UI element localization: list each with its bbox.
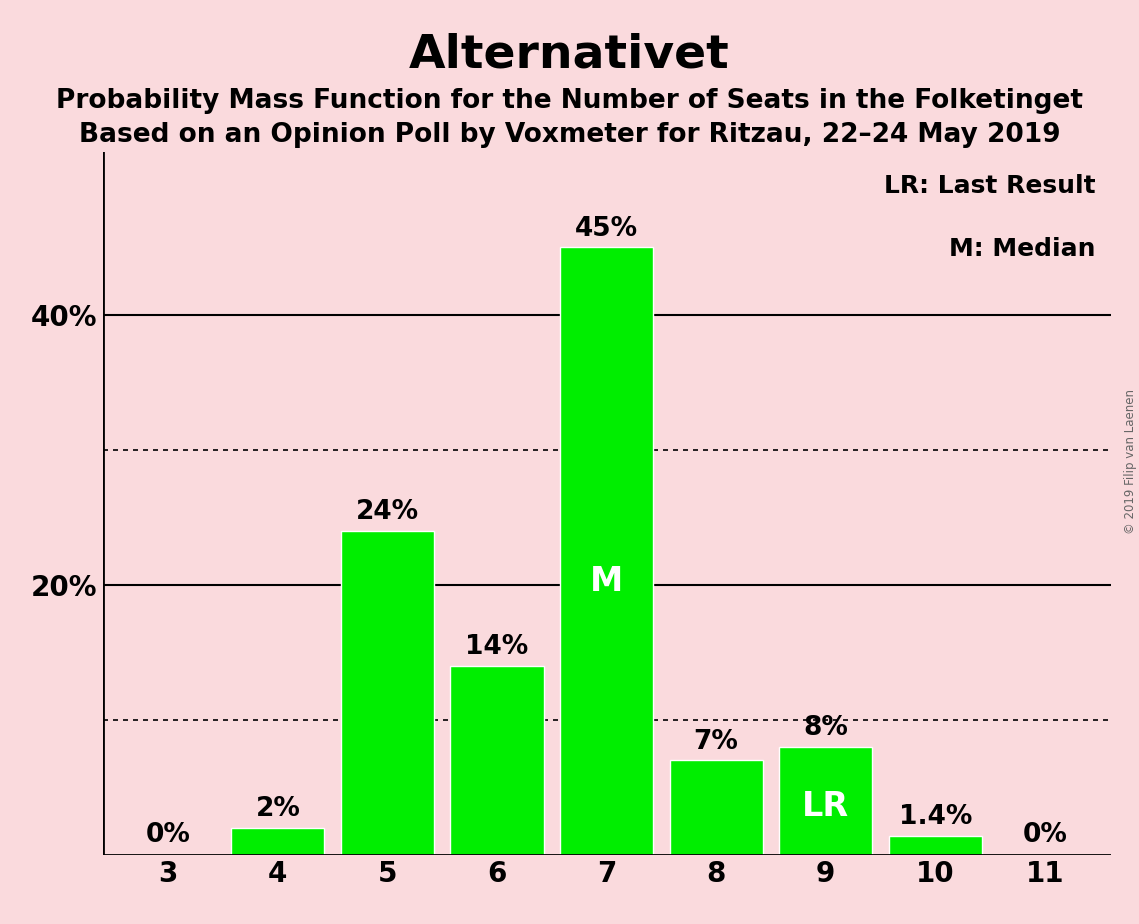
Text: 7%: 7% <box>694 729 738 755</box>
Bar <box>888 836 982 855</box>
Text: 24%: 24% <box>355 499 419 525</box>
Text: 0%: 0% <box>1023 822 1067 848</box>
Text: © 2019 Filip van Laenen: © 2019 Filip van Laenen <box>1124 390 1137 534</box>
Text: LR: Last Result: LR: Last Result <box>884 174 1096 198</box>
Bar <box>560 247 653 855</box>
Text: 14%: 14% <box>466 634 528 661</box>
Text: M: M <box>590 565 623 598</box>
Bar <box>341 530 434 855</box>
Text: 8%: 8% <box>803 715 849 741</box>
Text: Alternativet: Alternativet <box>409 32 730 78</box>
Text: 1.4%: 1.4% <box>899 805 972 831</box>
Text: M: Median: M: Median <box>949 237 1096 261</box>
Text: 0%: 0% <box>146 822 190 848</box>
Text: Based on an Opinion Poll by Voxmeter for Ritzau, 22–24 May 2019: Based on an Opinion Poll by Voxmeter for… <box>79 122 1060 148</box>
Bar <box>779 747 872 855</box>
Bar <box>231 828 325 855</box>
Bar <box>670 760 763 855</box>
Text: LR: LR <box>802 790 850 822</box>
Bar <box>450 665 543 855</box>
Text: 45%: 45% <box>575 215 638 241</box>
Text: 2%: 2% <box>255 796 301 822</box>
Text: Probability Mass Function for the Number of Seats in the Folketinget: Probability Mass Function for the Number… <box>56 88 1083 114</box>
